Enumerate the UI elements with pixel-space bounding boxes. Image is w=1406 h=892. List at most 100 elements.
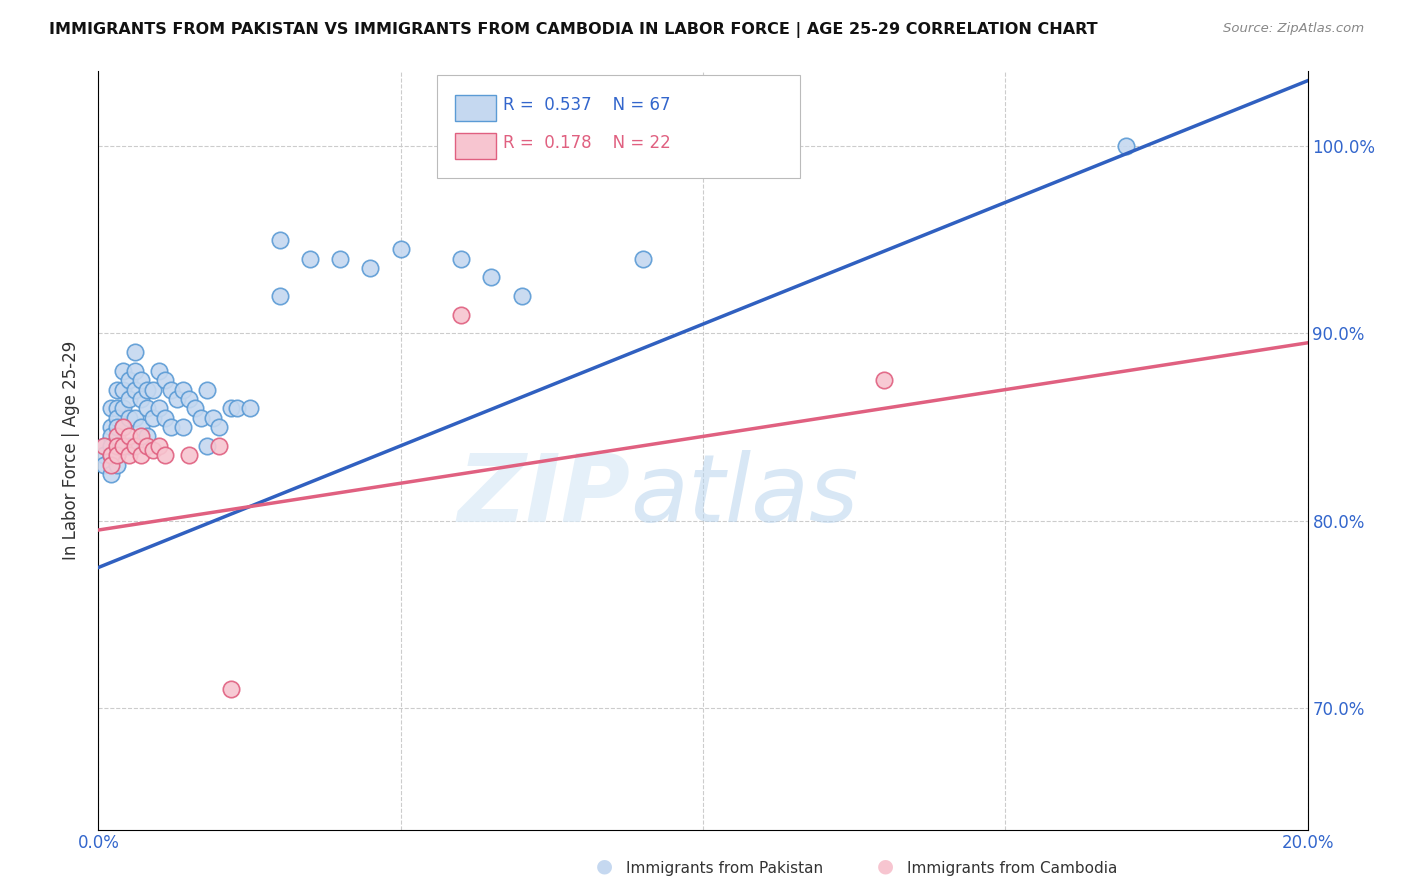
Point	[105, 439, 128, 453]
Point	[269, 289, 291, 303]
Point	[195, 383, 218, 397]
Point	[93, 439, 115, 453]
Point	[105, 429, 128, 443]
Point	[221, 682, 243, 697]
Point	[100, 439, 122, 453]
Point	[221, 401, 243, 416]
Point	[202, 410, 225, 425]
Point	[118, 410, 141, 425]
Point	[329, 252, 352, 266]
Point	[118, 439, 141, 453]
FancyBboxPatch shape	[437, 75, 800, 178]
Point	[111, 439, 134, 453]
Point	[148, 439, 170, 453]
Point	[124, 364, 146, 378]
Point	[93, 458, 115, 472]
Point	[135, 439, 157, 453]
Point	[111, 420, 134, 434]
Point	[124, 345, 146, 359]
Point	[389, 242, 412, 256]
Point	[1115, 139, 1137, 153]
Point	[166, 392, 188, 406]
Point	[873, 373, 896, 387]
Point	[481, 270, 503, 285]
Point	[100, 420, 122, 434]
Point	[124, 383, 146, 397]
Point	[93, 448, 115, 462]
Point	[124, 439, 146, 453]
Point	[450, 308, 472, 322]
Point	[129, 392, 152, 406]
Point	[142, 383, 165, 397]
Point	[510, 289, 533, 303]
Point	[299, 252, 322, 266]
Point	[111, 364, 134, 378]
Text: Immigrants from Cambodia: Immigrants from Cambodia	[907, 861, 1118, 876]
Point	[226, 401, 249, 416]
Point	[129, 429, 152, 443]
Point	[100, 401, 122, 416]
Point	[179, 392, 201, 406]
Point	[135, 383, 157, 397]
Point	[100, 448, 122, 462]
Point	[100, 448, 122, 462]
Point	[100, 458, 122, 472]
Point	[100, 429, 122, 443]
Point	[142, 442, 165, 457]
Text: R =  0.178    N = 22: R = 0.178 N = 22	[503, 135, 671, 153]
FancyBboxPatch shape	[456, 95, 496, 120]
Point	[111, 401, 134, 416]
FancyBboxPatch shape	[456, 133, 496, 159]
Point	[129, 420, 152, 434]
Point	[135, 429, 157, 443]
Point	[208, 439, 231, 453]
Point	[105, 410, 128, 425]
Text: ●: ●	[596, 857, 613, 876]
Point	[269, 233, 291, 247]
Y-axis label: In Labor Force | Age 25-29: In Labor Force | Age 25-29	[62, 341, 80, 560]
Point	[105, 439, 128, 453]
Point	[135, 401, 157, 416]
Point	[118, 373, 141, 387]
Point	[160, 420, 183, 434]
Point	[105, 420, 128, 434]
Point	[129, 448, 152, 462]
Point	[118, 448, 141, 462]
Point	[190, 410, 212, 425]
Point	[111, 383, 134, 397]
Point	[172, 383, 194, 397]
Point	[105, 383, 128, 397]
Point	[208, 420, 231, 434]
Point	[153, 373, 176, 387]
Point	[111, 439, 134, 453]
Point	[105, 458, 128, 472]
Text: R =  0.537    N = 67: R = 0.537 N = 67	[503, 96, 671, 114]
Point	[111, 420, 134, 434]
Point	[195, 439, 218, 453]
Text: ZIP: ZIP	[457, 450, 630, 542]
Point	[148, 364, 170, 378]
Point	[105, 401, 128, 416]
Point	[450, 252, 472, 266]
Text: Source: ZipAtlas.com: Source: ZipAtlas.com	[1223, 22, 1364, 36]
Point	[631, 252, 654, 266]
Text: IMMIGRANTS FROM PAKISTAN VS IMMIGRANTS FROM CAMBODIA IN LABOR FORCE | AGE 25-29 : IMMIGRANTS FROM PAKISTAN VS IMMIGRANTS F…	[49, 22, 1098, 38]
Point	[100, 467, 122, 481]
Point	[105, 448, 128, 462]
Point	[160, 383, 183, 397]
Point	[142, 410, 165, 425]
Point	[179, 448, 201, 462]
Point	[360, 260, 382, 275]
Point	[93, 439, 115, 453]
Point	[124, 410, 146, 425]
Point	[129, 373, 152, 387]
Point	[118, 392, 141, 406]
Text: Immigrants from Pakistan: Immigrants from Pakistan	[626, 861, 823, 876]
Point	[172, 420, 194, 434]
Text: atlas: atlas	[630, 450, 859, 541]
Point	[239, 401, 262, 416]
Point	[118, 429, 141, 443]
Point	[148, 401, 170, 416]
Text: ●: ●	[877, 857, 894, 876]
Point	[153, 410, 176, 425]
